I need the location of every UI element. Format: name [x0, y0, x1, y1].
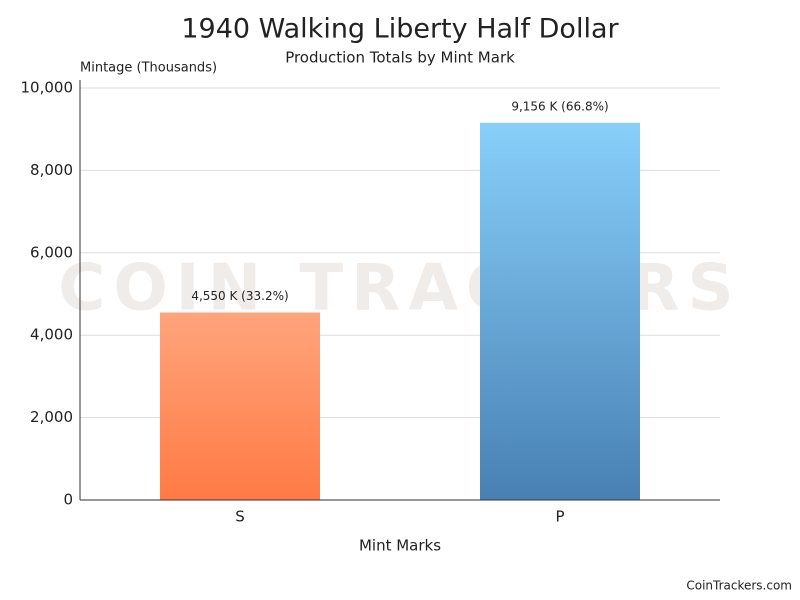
- x-tick-label: S: [235, 508, 245, 526]
- source: CoinTrackers.com: [686, 579, 792, 593]
- y-tick-label: 8,000: [30, 161, 73, 179]
- chart-subtitle: Production Totals by Mint Mark: [285, 49, 515, 67]
- x-axis-label: Mint Marks: [359, 537, 441, 555]
- chart-title: 1940 Walking Liberty Half Dollar: [181, 14, 619, 45]
- data-label: 9,156 K (66.8%): [511, 99, 608, 113]
- y-axis-label: Mintage (Thousands): [80, 61, 217, 76]
- y-tick-label: 0: [63, 491, 73, 509]
- y-tick-label: 6,000: [30, 243, 73, 261]
- data-label: 4,550 K (33.2%): [191, 289, 288, 303]
- y-tick-label: 4,000: [30, 326, 73, 344]
- y-tick-label: 2,000: [30, 408, 73, 426]
- x-tick-label: P: [555, 508, 564, 526]
- y-tick-label: 10,000: [21, 79, 74, 97]
- bar: [480, 122, 640, 500]
- bar: [160, 312, 320, 500]
